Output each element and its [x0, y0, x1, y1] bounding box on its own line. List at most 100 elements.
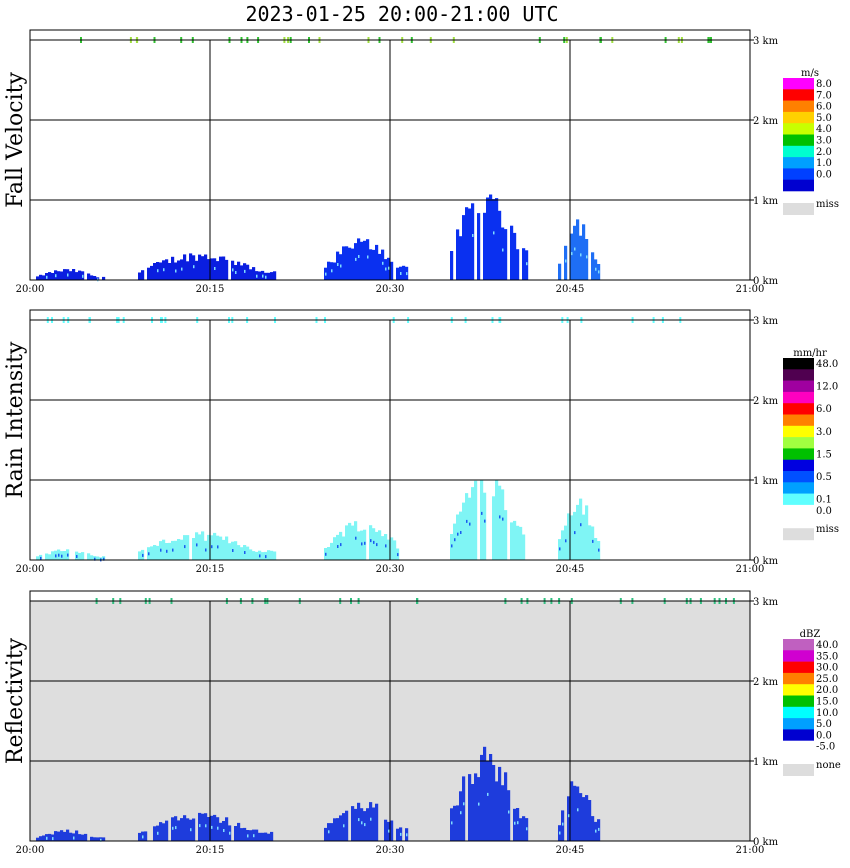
echo-column	[186, 535, 190, 560]
echo-speckle	[514, 821, 516, 825]
legend-swatch	[783, 380, 814, 393]
echo-column	[486, 197, 490, 280]
echo-speckle	[232, 268, 234, 272]
echo-speckle	[256, 274, 258, 278]
legend-label: 30.0	[816, 663, 838, 674]
echo-speckle	[61, 554, 63, 558]
legend-label: 0.5	[816, 472, 832, 483]
echo-column	[501, 785, 505, 841]
echo-column	[267, 272, 271, 280]
echo-column	[36, 837, 40, 841]
echo-speckle	[385, 267, 387, 271]
echo-column	[204, 254, 208, 280]
y-axis-label: Reflectivity	[3, 637, 28, 764]
echo-speckle	[376, 543, 378, 547]
echo-column	[585, 239, 589, 280]
echo-column	[519, 526, 523, 560]
echo-speckle	[400, 832, 402, 836]
echo-column	[75, 272, 79, 280]
echo-column	[81, 834, 85, 841]
echo-speckle	[67, 553, 69, 557]
echo-column	[588, 800, 592, 841]
echo-column	[582, 797, 586, 841]
legend-label: 3.0	[816, 427, 832, 438]
echo-column	[360, 808, 364, 841]
echo-speckle	[259, 554, 261, 558]
echo-speckle	[388, 829, 390, 833]
echo-column	[354, 808, 358, 841]
echo-column	[456, 805, 460, 841]
legend-swatch	[783, 168, 814, 180]
legend-label: 12.0	[816, 382, 838, 393]
echo-column	[261, 552, 265, 560]
echo-speckle	[328, 830, 330, 834]
echo-column	[219, 256, 223, 280]
echo-column	[39, 274, 43, 280]
echo-column	[342, 536, 346, 560]
echo-column	[585, 795, 589, 841]
echo-column	[36, 556, 40, 560]
echo-column	[228, 543, 232, 560]
echo-column	[564, 245, 568, 280]
echo-column	[570, 781, 574, 841]
echo-speckle	[526, 827, 528, 831]
echo-column	[42, 835, 46, 841]
echo-column	[222, 256, 226, 280]
legend-swatch	[783, 78, 814, 90]
echo-column	[498, 766, 502, 841]
echo-column	[249, 830, 253, 841]
echo-column	[210, 258, 214, 280]
echo-column	[189, 253, 193, 280]
legend-swatch	[783, 482, 814, 494]
echo-speckle	[172, 548, 174, 552]
echo-region	[36, 549, 106, 562]
echo-speckle	[361, 542, 363, 546]
echo-column	[63, 551, 67, 560]
y-tick-label: 2 km	[753, 116, 779, 127]
echo-column	[96, 837, 100, 841]
echo-column	[522, 534, 526, 560]
echo-speckle	[163, 268, 165, 272]
echo-column	[258, 271, 262, 280]
echo-speckle	[565, 539, 567, 543]
echo-speckle	[373, 540, 375, 544]
echo-column	[219, 536, 223, 560]
echo-column	[576, 786, 580, 841]
echo-column	[588, 525, 592, 560]
echo-column	[186, 818, 190, 841]
echo-speckle	[595, 829, 597, 833]
echo-column	[471, 203, 475, 280]
echo-column	[207, 534, 211, 560]
legend-swatch	[783, 650, 814, 662]
legend-swatch	[783, 706, 814, 719]
echo-column	[237, 261, 241, 280]
echo-speckle	[337, 263, 339, 266]
echo-column	[462, 215, 466, 280]
echo-column	[513, 232, 517, 280]
echo-column	[366, 808, 370, 841]
echo-column	[84, 833, 88, 841]
echo-column	[225, 536, 229, 560]
echo-column	[357, 238, 361, 280]
echo-column	[183, 815, 187, 841]
echo-region	[36, 829, 106, 842]
echo-column	[372, 528, 376, 560]
echo-column	[357, 531, 361, 560]
echo-column	[324, 827, 328, 841]
echo-column	[474, 480, 478, 560]
echo-speckle	[460, 531, 462, 534]
legend-label: 5.0	[816, 719, 832, 730]
y-tick-label: 0 km	[753, 556, 779, 567]
echo-column	[267, 550, 271, 560]
echo-column	[162, 823, 166, 841]
echo-region	[450, 194, 529, 280]
echo-column	[207, 817, 211, 841]
echo-speckle	[331, 269, 333, 273]
legend-unit: dBZ	[800, 629, 821, 640]
x-tick-label: 20:45	[556, 564, 585, 575]
echo-column	[216, 261, 220, 280]
echo-speckle	[265, 275, 267, 279]
legend-swatch	[783, 403, 814, 415]
echo-speckle	[388, 266, 390, 270]
echo-speckle	[223, 829, 225, 832]
